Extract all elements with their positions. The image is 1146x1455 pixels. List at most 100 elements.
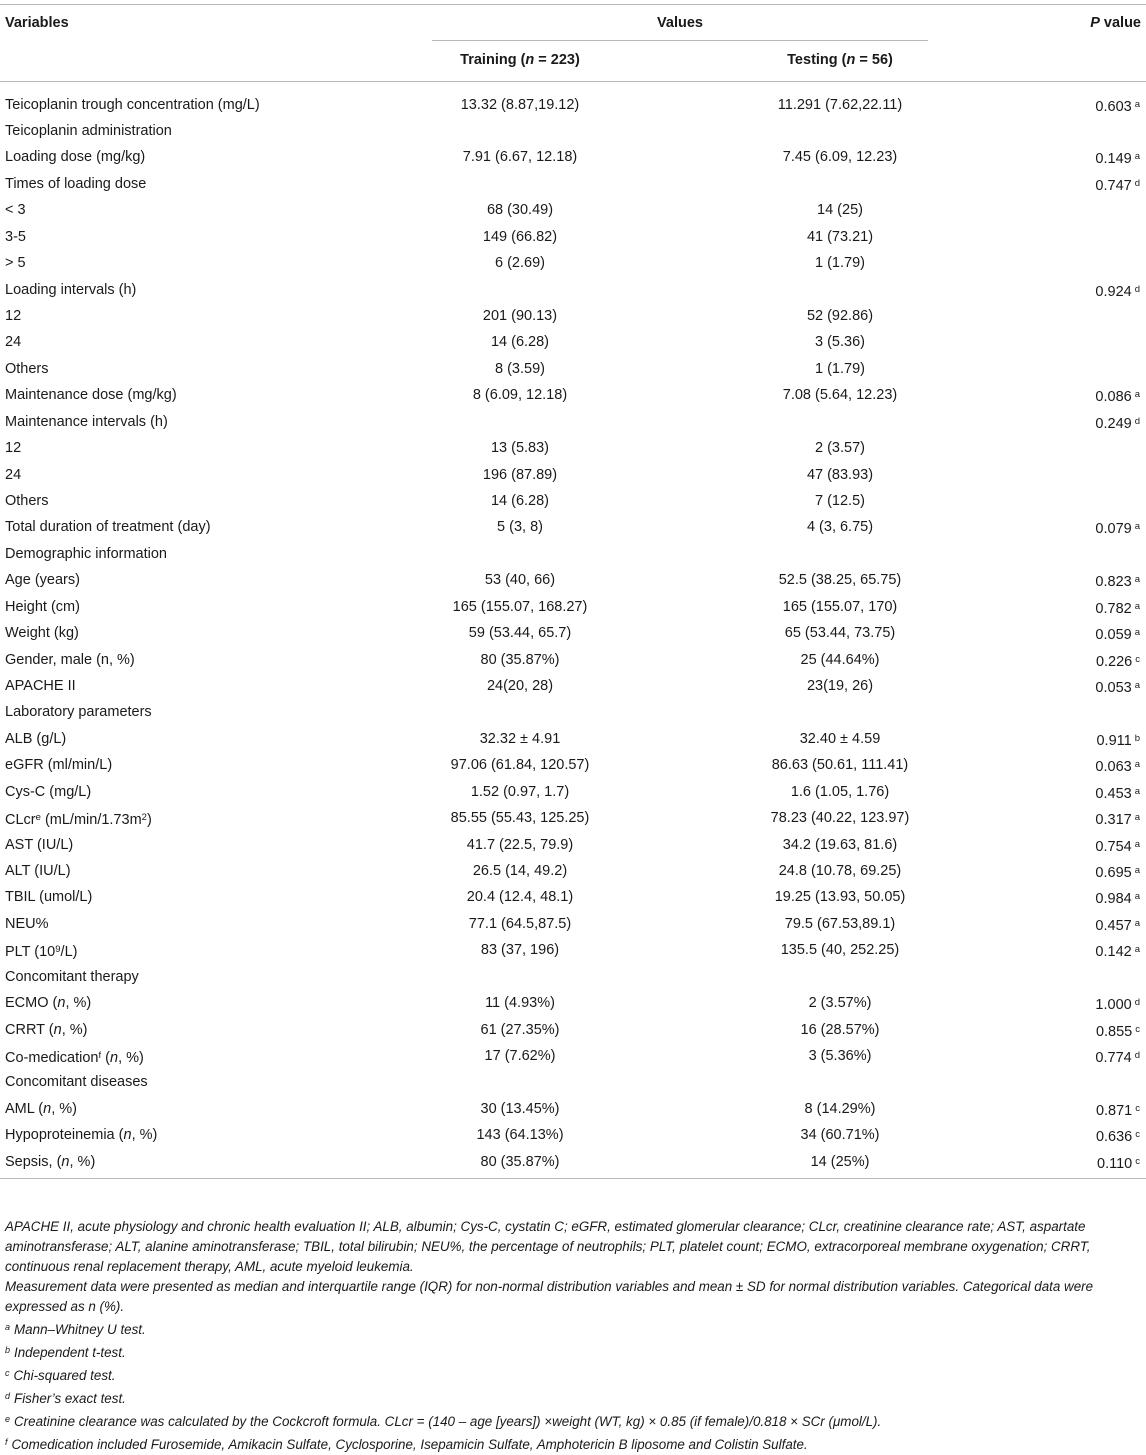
table-row: NEU% 77.1 (64.5,87.5) 79.5 (67.53,89.1) 0.4…: [0, 911, 1146, 938]
p-value: 0.774: [1095, 1050, 1132, 1066]
variable-cell: ECMO (n, %): [5, 990, 91, 1017]
table-row: TBIL (umol/L) 20.4 (12.4, 48.1) 19.25 (13.…: [0, 884, 1146, 911]
header-training-n: n: [525, 52, 535, 68]
table-row: ALT (IU/L) 26.5 (14, 49.2) 24.8 (10.78, 69…: [0, 858, 1146, 885]
table-row: Concomitant therapy: [0, 964, 1146, 991]
table-row: > 5 6 (2.69) 1 (1.79): [0, 250, 1146, 277]
variable-italic: n: [53, 1021, 62, 1038]
p-value-footnote-mark: c: [1135, 1155, 1140, 1167]
p-value-cell: 0.249 d: [1095, 409, 1140, 438]
training-value: 61 (27.35%): [480, 1021, 560, 1038]
variable-text: ALB (g/L): [5, 730, 67, 747]
table-row: Co-medicationf (n, %) 17 (7.62%) 3 (5.36%)…: [0, 1043, 1146, 1070]
p-value-footnote-mark: a: [1134, 98, 1140, 110]
p-value-footnote-mark: d: [1134, 997, 1140, 1009]
p-value-footnote-mark: a: [1134, 812, 1140, 824]
p-value-footnote-mark: a: [1134, 521, 1140, 533]
table-row: Laboratory parameters: [0, 699, 1146, 726]
p-value-cell: 0.782 a: [1095, 594, 1140, 623]
training-value: 143 (64.13%): [476, 1127, 564, 1144]
header-values: Values: [657, 15, 703, 31]
p-value: 0.317: [1095, 812, 1132, 829]
p-value-cell: 0.110 c: [1097, 1149, 1140, 1178]
variable-italic: n: [61, 1153, 70, 1170]
variable-text: CRRT (: [5, 1021, 54, 1038]
p-value: 0.226: [1095, 653, 1133, 670]
header-row-2: Training (n = 223) Testing (n = 56): [0, 47, 1146, 73]
variable-text: Concomitant therapy: [5, 968, 139, 985]
p-value: 0.747: [1095, 177, 1132, 194]
testing-value: 25 (44.64%): [800, 651, 880, 668]
p-value-footnote-mark: a: [1134, 917, 1140, 929]
variable-rest: , %): [69, 1153, 96, 1170]
testing-value: 78.23 (40.22, 123.97): [770, 810, 910, 827]
variable-rest: ): [146, 812, 152, 829]
p-value-cell: 0.079 a: [1095, 514, 1140, 543]
p-value-footnote-mark: a: [1134, 389, 1140, 401]
header-p-rest: value: [1099, 15, 1141, 31]
footnote-mark: f: [5, 1437, 8, 1447]
footnote-text: Mann–Whitney U test.: [14, 1322, 146, 1337]
p-value: 0.855: [1095, 1023, 1133, 1040]
testing-value: 1 (1.79): [815, 360, 865, 377]
variable-cell: Demographic information: [5, 541, 167, 568]
training-value: 97.06 (61.84, 120.57): [450, 757, 590, 774]
p-value: 0.823: [1095, 574, 1132, 591]
footnote-mark: b: [5, 1345, 11, 1355]
training-value: 11 (4.93%): [485, 995, 555, 1012]
p-value-cell: 0.871 c: [1096, 1096, 1140, 1125]
variable-cell: 24: [5, 329, 21, 356]
p-value-cell: 0.855 c: [1096, 1017, 1140, 1046]
variable-cell: Sepsis, (n, %): [5, 1149, 95, 1176]
testing-value: 2 (3.57%): [808, 995, 872, 1012]
testing-value: 135.5 (40, 252.25): [780, 942, 900, 959]
testing-value: 65 (53.44, 73.75): [784, 625, 896, 642]
footnote-text: Creatinine clearance was calculated by t…: [14, 1414, 882, 1429]
p-value: 0.911: [1096, 732, 1132, 749]
variable-rest: /L): [60, 944, 78, 961]
training-value: 32.32 ± 4.91: [479, 730, 561, 747]
variable-italic: n: [110, 1050, 119, 1066]
variable-text: Loading intervals (h): [5, 281, 137, 298]
testing-value: 11.291 (7.62,22.11): [777, 96, 903, 113]
training-value: 201 (90.13): [482, 307, 558, 324]
p-value-cell: 0.774 d: [1095, 1043, 1140, 1072]
variable-text: Teicoplanin trough concentration (mg/L): [5, 96, 260, 113]
variable-text: Weight (kg): [5, 625, 79, 642]
testing-value: 14 (25): [817, 202, 863, 219]
p-value-footnote-mark: c: [1135, 1129, 1140, 1141]
variable-cell: Maintenance dose (mg/kg): [5, 382, 177, 409]
variable-cell: Laboratory parameters: [5, 699, 152, 726]
variable-superscript: f: [98, 1050, 102, 1061]
variable-text: 24: [5, 334, 22, 351]
variable-cell: 24: [5, 462, 21, 489]
p-value-footnote-mark: d: [1134, 1050, 1140, 1061]
variable-text: Others: [5, 492, 49, 509]
p-value: 0.871: [1095, 1102, 1133, 1119]
variable-cell: AST (IU/L): [5, 832, 73, 859]
table-row: 3-5 149 (66.82) 41 (73.21): [0, 224, 1146, 251]
training-value: 8 (6.09, 12.18): [472, 387, 568, 404]
training-value: 1.52 (0.97, 1.7): [470, 783, 570, 800]
training-value: 41.7 (22.5, 79.9): [466, 836, 574, 853]
variable-text: Laboratory parameters: [5, 704, 152, 721]
variable-text: PLT (10: [5, 944, 56, 961]
variable-text: Concomitant diseases: [5, 1074, 148, 1091]
variable-cell: Teicoplanin trough concentration (mg/L): [5, 92, 260, 119]
bottom-rule: [0, 1178, 1146, 1179]
footnote-text: Fisher’s exact test.: [14, 1391, 126, 1406]
table-row: ALB (g/L) 32.32 ± 4.91 32.40 ± 4.59 0.911 b: [0, 726, 1146, 753]
p-value-cell: 0.226 c: [1096, 647, 1140, 676]
table-row: Loading intervals (h) 0.924 d: [0, 277, 1146, 304]
testing-value: 2 (3.57): [815, 440, 865, 457]
training-value: 83 (37, 196): [480, 942, 560, 959]
notes-abbreviations: APACHE II, acute physiology and chronic …: [5, 1219, 1091, 1274]
footnote-mark: a: [5, 1322, 11, 1332]
variable-cell: Co-medicationf (n, %): [5, 1043, 144, 1072]
variable-rest: , %): [131, 1127, 158, 1144]
table-row: Teicoplanin administration: [0, 118, 1146, 145]
variable-text: Demographic information: [5, 545, 167, 562]
table-row: Sepsis, (n, %) 80 (35.87%) 14 (25%) 0.110 c: [0, 1149, 1146, 1176]
training-value: 30 (13.45%): [480, 1100, 560, 1117]
table-row: ECMO (n, %) 11 (4.93%) 2 (3.57%) 1.000 d: [0, 990, 1146, 1017]
